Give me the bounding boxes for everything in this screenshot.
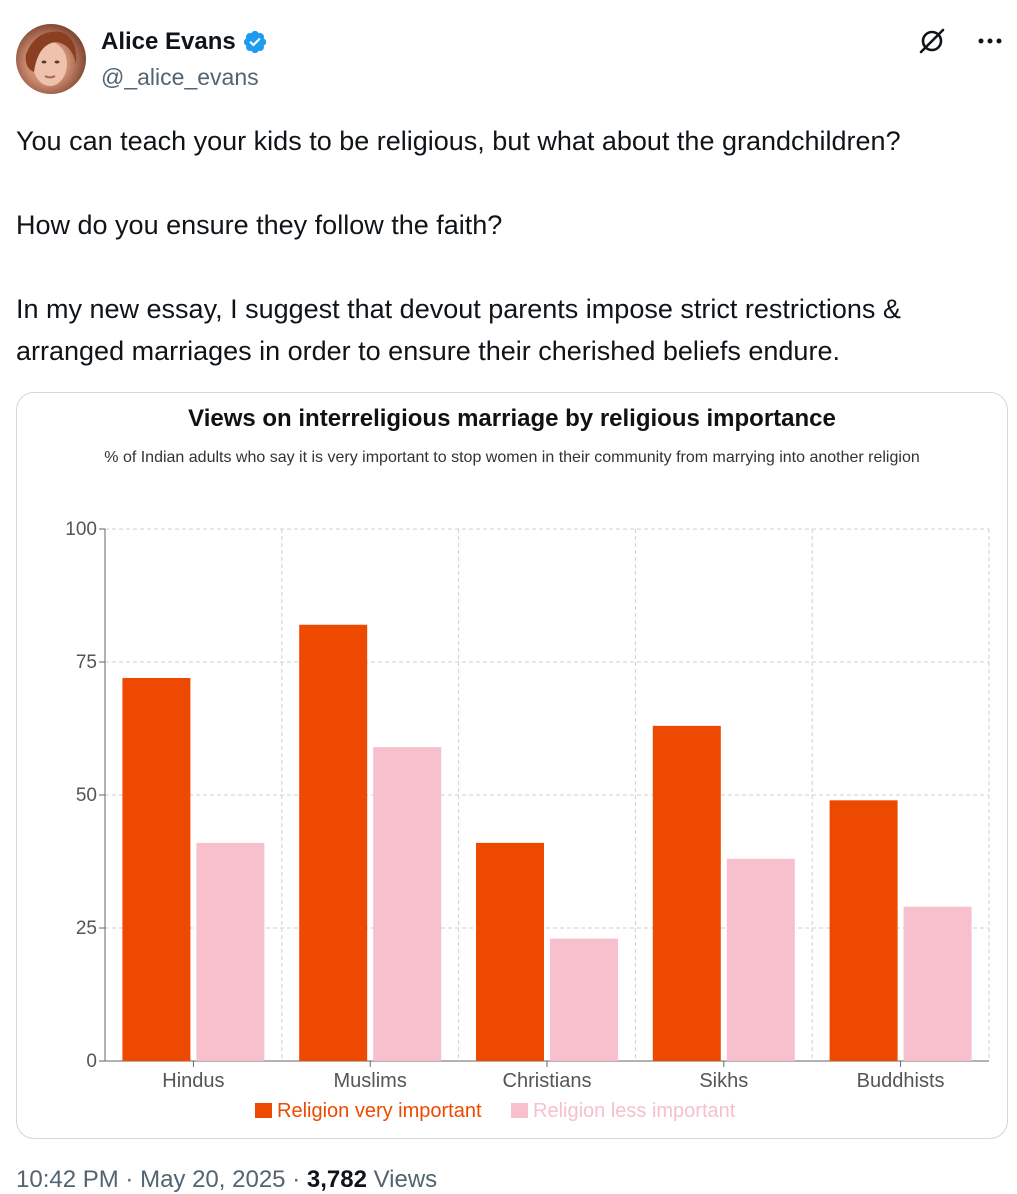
y-tick-label: 0	[86, 1051, 97, 1072]
bar	[726, 858, 795, 1061]
tweet-date: May 20, 2025	[140, 1166, 286, 1193]
y-tick-label: 25	[76, 918, 97, 939]
legend-label: Religion less important	[533, 1100, 736, 1122]
author-name-row: Alice Evans	[101, 28, 268, 56]
tweet-paragraph: You can teach your kids to be religious,…	[16, 126, 901, 156]
bar	[299, 624, 368, 1061]
bar	[550, 938, 618, 1061]
bar	[373, 747, 442, 1061]
chart-image-card[interactable]: Views on interreligious marriage by reli…	[16, 392, 1008, 1139]
bar	[196, 842, 265, 1061]
more-icon[interactable]	[977, 37, 1003, 45]
tweet-time: 10:42 PM	[16, 1166, 119, 1193]
tweet-timestamp[interactable]: 10:42 PM · May 20, 2025 · 3,782 Views	[16, 1166, 438, 1193]
views-label: Views	[373, 1166, 438, 1193]
bar-chart: 0 25 50 75 100 Hindus Muslims Christians Sikhs Bu…	[65, 519, 990, 1122]
tweet-paragraph: In my new essay, I suggest that devout p…	[16, 294, 901, 366]
header-actions	[917, 26, 1003, 56]
verified-badge-icon[interactable]	[242, 29, 268, 55]
legend-swatch	[511, 1103, 528, 1118]
author-display-name[interactable]: Alice Evans	[101, 28, 236, 55]
y-tick-label: 100	[65, 519, 97, 540]
y-tick-label: 50	[76, 785, 97, 806]
avatar[interactable]	[16, 24, 86, 94]
bar	[829, 800, 898, 1061]
tweet-paragraph: How do you ensure they follow the faith?	[16, 210, 503, 240]
legend-swatch	[255, 1103, 272, 1118]
bar	[652, 725, 721, 1061]
x-tick-label: Buddhists	[857, 1070, 945, 1092]
chart-subtitle: % of Indian adults who say it is very im…	[104, 449, 920, 466]
author-handle[interactable]: @_alice_evans	[101, 64, 259, 90]
legend-label: Religion very important	[277, 1100, 482, 1122]
tweet-text: You can teach your kids to be religious,…	[16, 120, 1006, 372]
x-tick-label: Sikhs	[699, 1070, 748, 1092]
x-tick-label: Muslims	[334, 1070, 407, 1092]
x-tick-label: Hindus	[162, 1070, 224, 1092]
bar	[903, 906, 972, 1061]
x-tick-label: Christians	[503, 1070, 592, 1092]
grok-icon[interactable]	[917, 26, 947, 56]
views-count: 3,782	[306, 1166, 367, 1193]
bar	[476, 842, 544, 1061]
chart-title: Views on interreligious marriage by reli…	[188, 405, 836, 432]
y-tick-label: 75	[76, 652, 97, 673]
bar	[122, 677, 191, 1061]
